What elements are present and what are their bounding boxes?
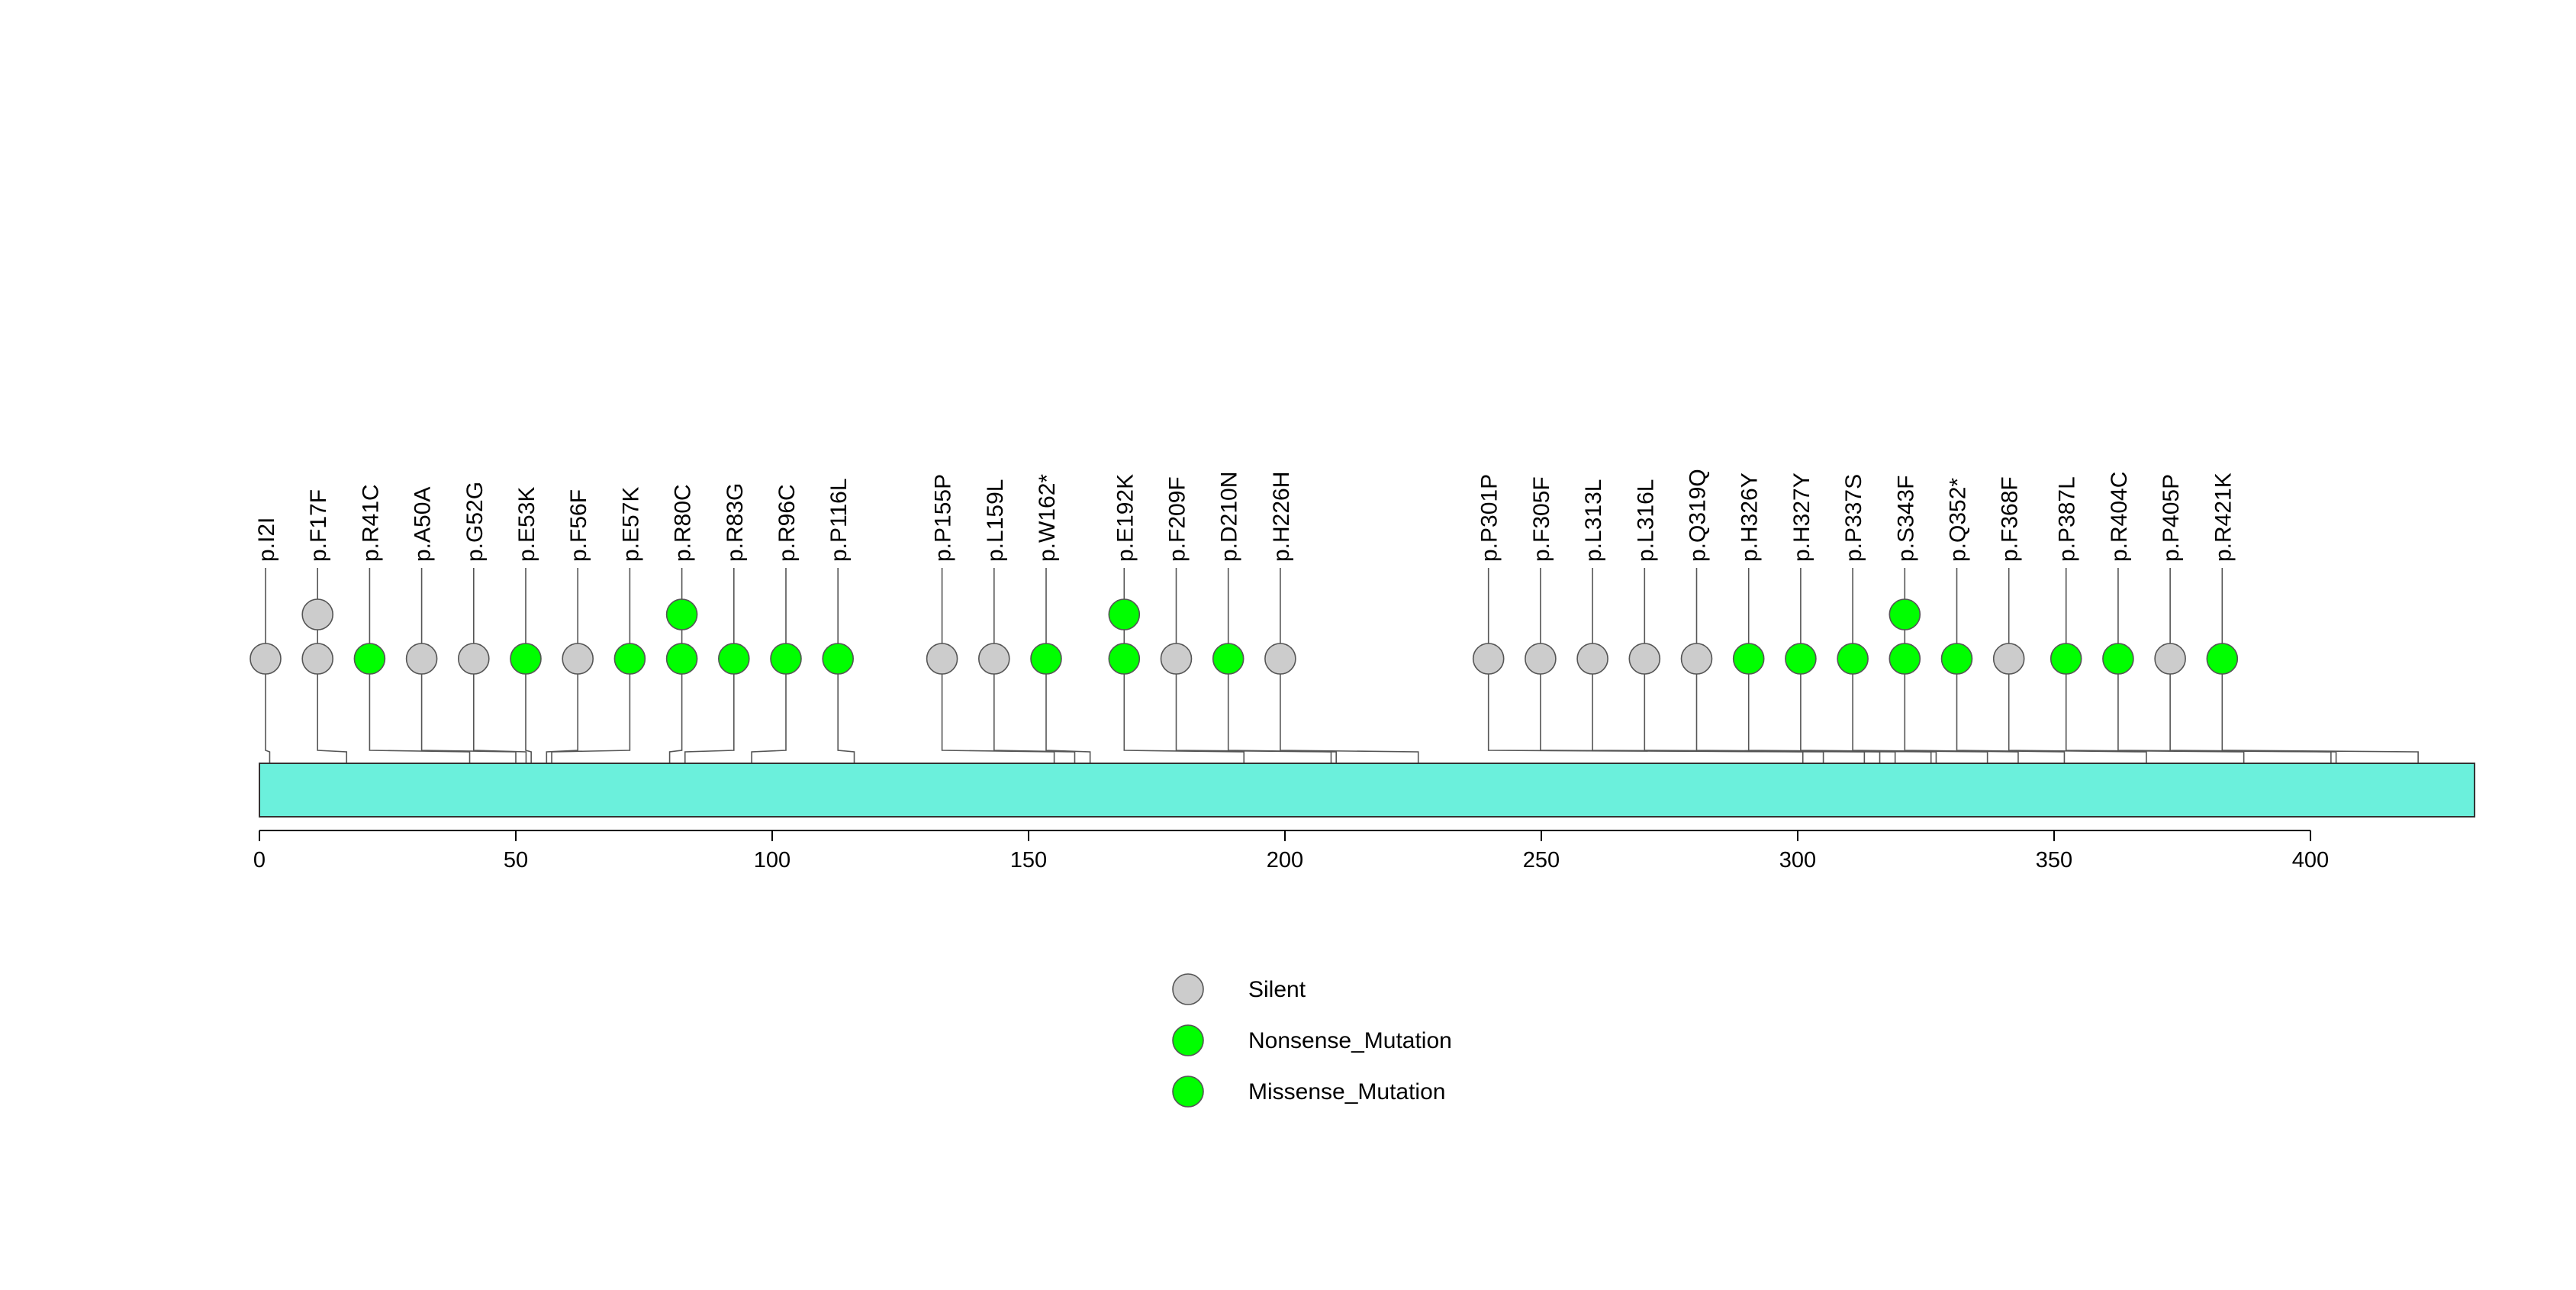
x-tick-label: 50 xyxy=(504,848,528,872)
mutation-label-p-r96c: p.R96C xyxy=(774,484,800,562)
lollipop-p-i2i xyxy=(250,643,282,675)
mutation-label-p-f56f: p.F56F xyxy=(566,489,591,562)
lollipop-p-a50a xyxy=(405,643,438,675)
mutation-label-p-r80c: p.R80C xyxy=(671,484,696,562)
x-tick-label: 200 xyxy=(1267,848,1303,872)
mutation-label-p-g52g: p.G52G xyxy=(462,482,488,562)
lollipop-p-l316l xyxy=(1628,643,1661,675)
x-tick-label: 400 xyxy=(2292,848,2329,872)
lollipop-p-r83g xyxy=(717,643,750,675)
mutation-label-p-p337s: p.P337S xyxy=(1841,474,1866,562)
lollipop-p-h326y xyxy=(1732,643,1765,675)
legend-swatch-silent xyxy=(1172,973,1204,1005)
lollipop-p-s343f xyxy=(1889,643,1921,675)
mutation-label-p-i2i: p.I2I xyxy=(254,518,279,562)
mutation-label-p-h226h: p.H226H xyxy=(1269,472,1294,562)
lollipop-layer xyxy=(250,598,2239,675)
mutation-label-p-h326y: p.H326Y xyxy=(1737,472,1763,562)
mutation-label-p-r421k: p.R421K xyxy=(2211,472,2236,562)
legend-swatch-nonsense-mutation xyxy=(1172,1024,1204,1056)
x-tick-label: 0 xyxy=(253,848,266,872)
lollipop-p-r80c xyxy=(665,598,698,630)
mutation-label-p-p155p: p.P155P xyxy=(931,474,956,562)
mutation-label-p-a50a: p.A50A xyxy=(411,487,436,562)
mutation-label-p-q352: p.Q352* xyxy=(1946,478,1971,562)
mutation-label-p-e53k: p.E53K xyxy=(514,487,539,562)
lollipop-p-d210n xyxy=(1212,643,1245,675)
x-axis: 0 50 100 150 200 250 300 350 400 xyxy=(253,830,2329,872)
mutation-label-layer: p.I2I p.F17F p.R41C p.A50A p.G52G p.E53K p.F56… xyxy=(254,469,2236,562)
mutation-label-p-p387l: p.P387L xyxy=(2055,476,2080,562)
lollipop-p-p405p xyxy=(2154,643,2186,675)
mutation-label-p-f305f: p.F305F xyxy=(1529,476,1554,562)
lollipop-p-p155p xyxy=(926,643,958,675)
mutation-label-p-f368f: p.F368F xyxy=(1998,476,2023,562)
lollipop-p-w162 xyxy=(1030,643,1062,675)
mutation-label-p-f17f: p.F17F xyxy=(306,489,331,562)
lollipop-p-p301p xyxy=(1472,643,1505,675)
mutation-label-p-f209f: p.F209F xyxy=(1165,476,1190,562)
mutation-label-p-r41c: p.R41C xyxy=(358,484,383,562)
x-tick-label: 300 xyxy=(1779,848,1816,872)
lollipop-p-p337s xyxy=(1837,643,1869,675)
mutation-label-p-q319q: p.Q319Q xyxy=(1686,469,1711,562)
lollipop-p-f209f xyxy=(1160,643,1193,675)
lollipop-p-f305f xyxy=(1525,643,1557,675)
mutation-label-p-d210n: p.D210N xyxy=(1217,472,1242,562)
x-tick-label: 150 xyxy=(1010,848,1047,872)
lollipop-p-f368f xyxy=(1992,643,2025,675)
mutation-label-p-l316l: p.L316L xyxy=(1633,479,1658,562)
mutation-label-p-h327y: p.H327Y xyxy=(1789,472,1814,562)
lollipop-p-s343f xyxy=(1889,598,1921,630)
mutation-label-p-p116l: p.P116L xyxy=(826,478,852,562)
lollipop-p-f56f xyxy=(562,643,594,675)
lollipop-p-l159l xyxy=(978,643,1010,675)
legend-swatch-missense-mutation xyxy=(1172,1076,1204,1108)
mutation-label-p-p405p: p.P405P xyxy=(2159,474,2184,562)
lollipop-p-h226h xyxy=(1264,643,1296,675)
mutation-label-p-l313l: p.L313L xyxy=(1581,479,1606,562)
lollipop-p-e192k xyxy=(1108,643,1141,675)
legend-label-missense-mutation: Missense_Mutation xyxy=(1248,1079,1445,1105)
lollipop-p-f17f xyxy=(301,643,334,675)
lollipop-p-p387l xyxy=(2050,643,2082,675)
legend-label-silent: Silent xyxy=(1248,977,1306,1002)
lollipop-p-q352 xyxy=(1940,643,1973,675)
mutation-label-p-r404c: p.R404C xyxy=(2107,472,2132,562)
protein-domain-bar xyxy=(259,763,2476,818)
mutation-label-p-s343f: p.S343F xyxy=(1893,476,1918,562)
lollipop-p-r80c xyxy=(665,643,698,675)
lollipop-p-r421k xyxy=(2206,643,2239,675)
lollipop-p-q319q xyxy=(1680,643,1713,675)
mutation-label-p-e192k: p.E192K xyxy=(1113,474,1138,562)
mutation-label-p-w162: p.W162* xyxy=(1035,474,1060,562)
lollipop-p-h327y xyxy=(1785,643,1817,675)
lollipop-p-e192k xyxy=(1108,598,1141,630)
x-tick-label: 100 xyxy=(754,848,791,872)
lollipop-p-e57k xyxy=(613,643,646,675)
mutation-label-p-l159l: p.L159L xyxy=(983,479,1008,562)
mutation-label-p-e57k: p.E57K xyxy=(618,487,643,562)
lollipop-p-f17f xyxy=(301,598,334,630)
legend-label-nonsense-mutation: Nonsense_Mutation xyxy=(1248,1028,1452,1053)
lollipop-p-r41c xyxy=(353,643,386,675)
lollipop-p-g52g xyxy=(457,643,490,675)
lollipop-p-p116l xyxy=(822,643,854,675)
mutation-label-p-p301p: p.P301P xyxy=(1477,474,1502,562)
lollipop-p-r96c xyxy=(770,643,802,675)
mutation-label-p-r83g: p.R83G xyxy=(723,483,748,562)
lollipop-p-e53k xyxy=(510,643,542,675)
x-tick-label: 350 xyxy=(2036,848,2072,872)
lollipop-p-r404c xyxy=(2102,643,2134,675)
x-tick-label: 250 xyxy=(1523,848,1560,872)
lollipop-p-l313l xyxy=(1576,643,1608,675)
legend: Silent Nonsense_Mutation Missense_Mutation xyxy=(1172,973,1452,1108)
